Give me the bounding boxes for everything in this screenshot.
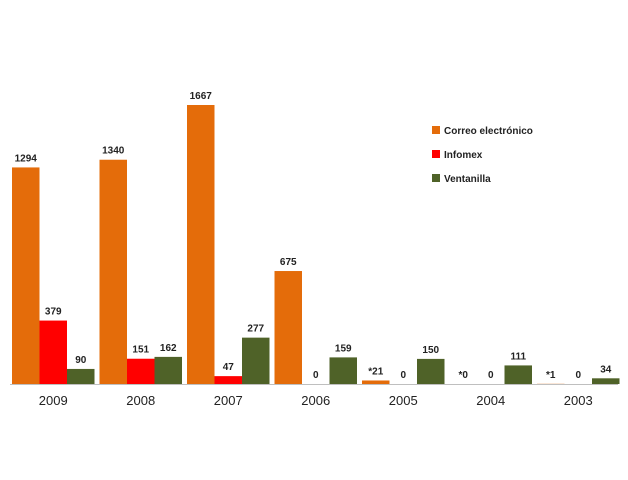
data-label: 1294 [15, 153, 38, 164]
bar-2006-ventanilla [329, 357, 357, 384]
data-label: 90 [75, 355, 87, 366]
bar-2009-infomex [39, 320, 67, 384]
bar-2008-ventanilla [154, 356, 182, 384]
data-label: *1 [546, 370, 556, 381]
data-label: 0 [400, 370, 406, 381]
data-label: 111 [510, 351, 526, 362]
x-tick-label: 2005 [389, 393, 418, 408]
data-label: 379 [45, 307, 62, 318]
data-label: 159 [335, 343, 352, 354]
legend-swatch [432, 126, 440, 134]
data-label: *21 [368, 366, 383, 377]
legend: Correo electrónico Infomex Ventanilla [432, 126, 533, 185]
data-label: *0 [459, 370, 469, 381]
legend-label: Correo electrónico [444, 126, 533, 137]
data-label: 34 [600, 364, 612, 375]
bar-2003-ventanilla [592, 378, 620, 384]
data-label: 151 [132, 345, 149, 356]
x-tick-label: 2003 [564, 393, 593, 408]
legend-label: Infomex [444, 150, 483, 161]
data-label: 162 [160, 343, 177, 354]
legend-label: Ventanilla [444, 174, 491, 185]
bar-2006-correo-electr-nico [274, 271, 302, 384]
data-label: 1667 [190, 91, 213, 102]
legend-swatch [432, 174, 440, 182]
bar-2007-infomex [214, 376, 242, 384]
bar-2009-correo-electr-nico [12, 167, 40, 384]
data-label: 675 [280, 257, 297, 268]
bars-group [12, 105, 620, 384]
bar-2007-correo-electr-nico [187, 105, 215, 384]
x-tick-label: 2008 [126, 393, 155, 408]
x-tick-label: 2009 [39, 393, 68, 408]
data-label: 47 [223, 362, 235, 373]
x-tick-label: 2007 [214, 393, 243, 408]
data-label: 0 [575, 370, 581, 381]
bar-2005-ventanilla [417, 358, 445, 384]
bar-2008-infomex [127, 358, 155, 384]
x-tick-label: 2004 [476, 393, 505, 408]
data-label: 0 [488, 370, 494, 381]
bar-2005-correo-electr-nico [362, 380, 390, 384]
bar-2009-ventanilla [67, 368, 95, 384]
x-tick-label: 2006 [301, 393, 330, 408]
bar-2008-correo-electr-nico [99, 159, 127, 384]
data-labels-group: 1294 379 90 1340 151 162 1667 47 277 675 0 159 *21 0 1… [15, 91, 612, 381]
data-label: 277 [247, 324, 264, 335]
data-label: 0 [313, 370, 319, 381]
bar-2004-ventanilla [504, 365, 532, 384]
data-label: 1340 [102, 146, 125, 157]
x-tick-labels-group: 2009 2008 2007 2006 2005 2004 2003 [39, 393, 593, 408]
data-label: 150 [422, 345, 439, 356]
legend-swatch [432, 150, 440, 158]
bar-2007-ventanilla [242, 337, 270, 384]
